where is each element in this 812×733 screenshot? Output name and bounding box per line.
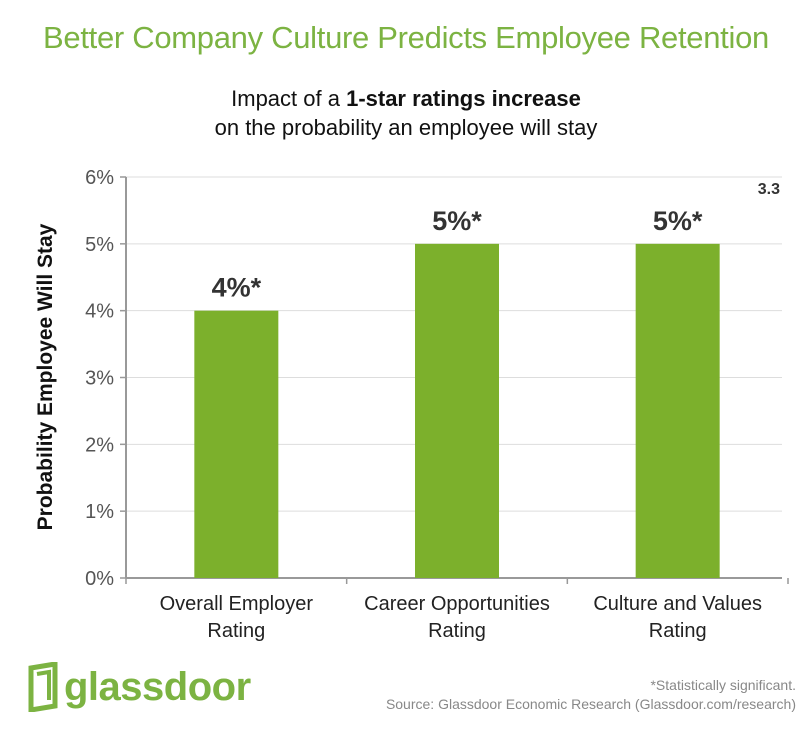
chart-subtitle: Impact of a 1-star ratings increase on t… (0, 84, 812, 142)
subtitle-line2: on the probability an employee will stay (214, 115, 598, 140)
y-tick-label: 4% (85, 301, 114, 323)
bar-chart: 0% 1% 2% 3% 4% 5% 6% 4%* Overall Employer Rating 5… (34, 167, 789, 642)
bar (415, 243, 499, 579)
y-tick-label: 0% (85, 568, 114, 590)
glassdoor-logo: glassdoor (28, 662, 251, 712)
source-note: Source: Glassdoor Economic Research (Gla… (385, 696, 796, 712)
x-tick-label: Rating (207, 620, 265, 642)
y-tick-label: 1% (85, 501, 114, 523)
logo-text: glassdoor (64, 664, 251, 709)
subtitle-prefix: Impact of a (231, 86, 347, 111)
y-tick-label: 2% (85, 434, 114, 456)
data-label: 5%* (432, 206, 482, 236)
y-tick-label: 5% (85, 234, 114, 256)
y-axis-label: Probability Employee Will Stay (34, 223, 57, 530)
x-tick-label: Rating (649, 620, 707, 642)
x-tick-label: Rating (428, 620, 486, 642)
footnote: *Statistically significant. Source: Glas… (386, 676, 796, 714)
data-label: 4%* (212, 273, 262, 303)
bar (194, 310, 279, 578)
significance-note: *Statistically significant. (650, 677, 796, 693)
corner-label: 3.3 (758, 181, 780, 198)
x-tick-label: Overall Employer (160, 593, 314, 615)
y-tick-label: 3% (85, 368, 114, 390)
x-tick-label: Culture and Values (593, 593, 762, 615)
door-icon (28, 662, 58, 712)
y-tick-label: 6% (85, 167, 114, 189)
subtitle-bold: 1-star ratings increase (346, 86, 581, 111)
data-label: 5%* (653, 206, 703, 236)
chart-title: Better Company Culture Predicts Employee… (43, 20, 769, 55)
bar (635, 243, 720, 579)
x-tick-label: Career Opportunities (364, 593, 550, 615)
